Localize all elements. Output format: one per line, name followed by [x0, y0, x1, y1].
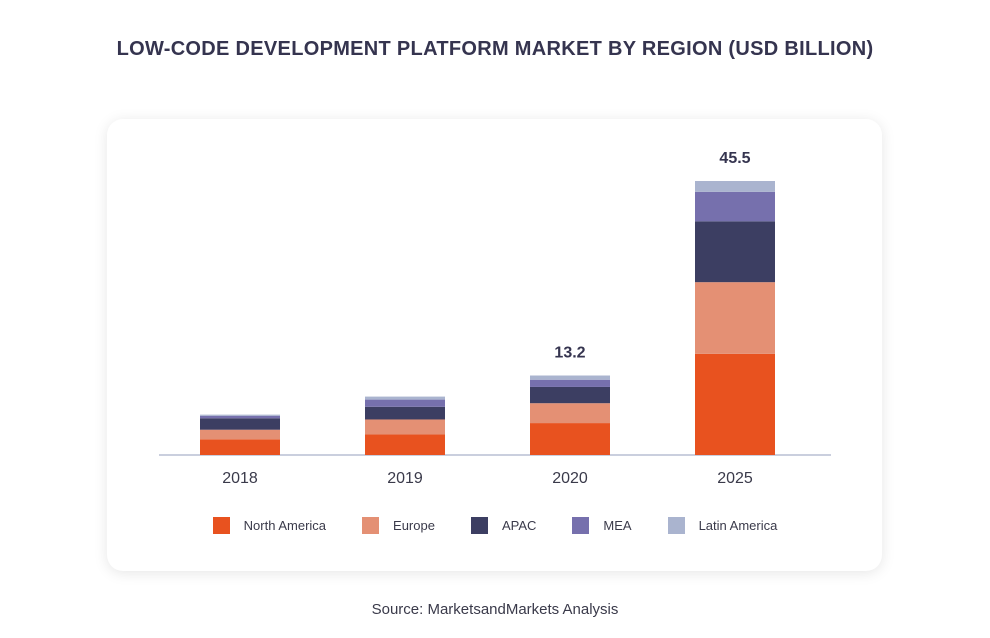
- bar-segment-2020-europe: [530, 403, 610, 424]
- legend-label: APAC: [501, 517, 537, 533]
- legend-label: MEA: [603, 517, 632, 533]
- bar-segment-2018-latin-america: [200, 414, 280, 416]
- bar-segment-2019-latin-america: [365, 396, 445, 400]
- legend-item-apac: APAC: [470, 516, 537, 534]
- legend-swatch: [667, 516, 685, 534]
- bar-segment-2025-mea: [695, 191, 775, 222]
- bar-segment-2019-europe: [365, 419, 445, 435]
- bar-segment-2020-apac: [530, 386, 610, 404]
- bar-segment-2025-latin-america: [695, 181, 775, 192]
- legend-swatch: [212, 516, 230, 534]
- bar-segment-2019-north-america: [365, 434, 445, 455]
- x-tick-label: 2025: [717, 470, 753, 487]
- bar-segment-2018-north-america: [200, 439, 280, 455]
- bar-segment-2020-mea: [530, 379, 610, 387]
- bar-segment-2020-latin-america: [530, 375, 610, 380]
- bar-segment-2018-europe: [200, 429, 280, 440]
- legend-item-north-america: North America: [212, 516, 327, 534]
- legend-swatch: [362, 516, 380, 534]
- chart-legend: North America Europe APAC MEA Latin America: [0, 514, 990, 536]
- bar-segment-2018-mea: [200, 415, 280, 419]
- legend-label: Europe: [393, 517, 435, 533]
- chart-plot: 2018 2019 2020 13.2 2025 45.5: [159, 150, 831, 487]
- legend-swatch: [470, 516, 488, 534]
- bar-segment-2020-north-america: [530, 423, 610, 455]
- total-label: 45.5: [719, 150, 750, 167]
- x-tick-label: 2018: [222, 470, 258, 487]
- x-tick-label: 2019: [387, 470, 423, 487]
- legend-item-mea: MEA: [572, 516, 632, 534]
- bar-segment-2019-mea: [365, 399, 445, 407]
- legend-label: Latin America: [698, 517, 778, 533]
- bar-segment-2018-apac: [200, 418, 280, 430]
- chart-title: LOW-CODE DEVELOPMENT PLATFORM MARKET BY …: [116, 38, 874, 60]
- bar-segment-2019-apac: [365, 406, 445, 420]
- chart-card: 2018 2019 2020 13.2 2025 45.5: [107, 119, 882, 571]
- x-tick-label: 2020: [552, 470, 588, 487]
- legend-item-europe: Europe: [362, 516, 435, 534]
- total-label: 13.2: [554, 345, 585, 362]
- source-note: Source: MarketsandMarkets Analysis: [371, 601, 619, 618]
- legend-item-latin-america: Latin America: [667, 516, 778, 534]
- legend-label: North America: [243, 517, 327, 533]
- legend-swatch: [572, 516, 590, 534]
- bar-segment-2025-apac: [695, 221, 775, 283]
- bar-segment-2025-north-america: [695, 353, 775, 455]
- bar-segment-2025-europe: [695, 282, 775, 354]
